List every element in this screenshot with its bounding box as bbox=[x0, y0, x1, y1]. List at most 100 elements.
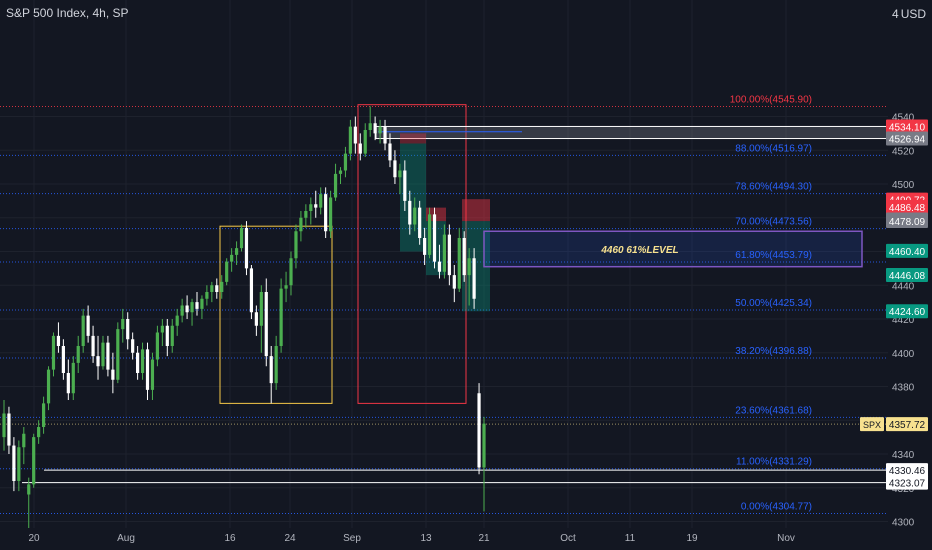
candle-body bbox=[71, 362, 75, 394]
candle-body bbox=[225, 261, 229, 282]
fib-level-label: 11.00%(4331.29) bbox=[736, 457, 812, 468]
candle-body bbox=[51, 335, 56, 370]
candle-body bbox=[61, 346, 65, 373]
candle-body bbox=[76, 346, 80, 363]
time-axis-tick: 24 bbox=[284, 533, 296, 544]
candle-body bbox=[309, 204, 313, 211]
candle-body bbox=[442, 234, 447, 272]
candle-body bbox=[244, 227, 249, 269]
candle-body bbox=[467, 258, 471, 276]
price-label: 4357.72 bbox=[889, 420, 926, 431]
candle-body bbox=[230, 254, 234, 262]
candle-body bbox=[427, 214, 432, 255]
fib-level-label: 88.00%(4516.97) bbox=[735, 143, 812, 154]
fib-level-label: 70.00%(4473.56) bbox=[735, 217, 812, 228]
price-label-bg bbox=[886, 267, 928, 282]
candle-body bbox=[101, 342, 105, 367]
candle-body bbox=[373, 123, 377, 134]
time-axis[interactable] bbox=[0, 528, 888, 550]
candle-body bbox=[170, 325, 174, 346]
candle-body bbox=[121, 319, 125, 330]
candle-body bbox=[195, 302, 199, 309]
candle-body bbox=[437, 261, 442, 272]
candle-body bbox=[472, 258, 476, 299]
candle-body bbox=[7, 413, 11, 446]
resistance-zone[interactable] bbox=[375, 125, 889, 140]
candle-body bbox=[37, 427, 41, 438]
price-label-bg bbox=[886, 243, 928, 258]
candle-body bbox=[368, 123, 372, 130]
time-axis-tick: 21 bbox=[478, 533, 490, 544]
candle-body bbox=[160, 325, 164, 333]
risk-zone bbox=[400, 133, 426, 144]
price-label-bg bbox=[886, 119, 928, 134]
candle-body bbox=[264, 292, 268, 357]
candle-body bbox=[165, 325, 169, 346]
candle-body bbox=[343, 153, 348, 171]
red-box[interactable] bbox=[357, 104, 467, 404]
candle-body bbox=[338, 170, 343, 174]
candle-body bbox=[333, 173, 338, 198]
fib-level-label: 61.80%(4453.79) bbox=[735, 250, 812, 261]
time-axis-tick: Nov bbox=[777, 533, 795, 544]
price-axis-tick: 4380 bbox=[892, 383, 915, 394]
candle-body bbox=[482, 423, 486, 468]
candle-body bbox=[200, 298, 204, 309]
candle-body bbox=[279, 288, 283, 346]
candle-body bbox=[27, 484, 31, 495]
fib-level-label: 50.00%(4425.34) bbox=[735, 298, 812, 309]
candle-body bbox=[81, 315, 85, 346]
price-axis-tick: 4440 bbox=[892, 281, 915, 292]
time-axis-tick: 11 bbox=[625, 533, 636, 544]
candle-body bbox=[358, 143, 362, 154]
candle-body bbox=[378, 126, 382, 134]
price-label: 4460.40 bbox=[889, 247, 926, 258]
risk-zone bbox=[462, 199, 490, 222]
candle-body bbox=[383, 126, 387, 144]
candle-body bbox=[155, 332, 160, 360]
level-annotation-box[interactable] bbox=[483, 230, 863, 268]
price-axis-tick: 4420 bbox=[892, 315, 915, 326]
time-axis-tick: Oct bbox=[560, 533, 576, 544]
price-axis-tick: 4340 bbox=[892, 450, 915, 461]
candle-body bbox=[299, 217, 303, 232]
candle-body bbox=[398, 170, 402, 178]
price-label-bg bbox=[886, 213, 928, 228]
time-axis-tick: Aug bbox=[117, 533, 135, 544]
yellow-box[interactable] bbox=[219, 225, 333, 404]
candle-body bbox=[41, 403, 46, 427]
symbol-tag-bg bbox=[860, 417, 884, 432]
candle-body bbox=[96, 356, 100, 367]
candle-body bbox=[408, 200, 412, 225]
level-annotation-text: 4460 61%LEVEL bbox=[600, 245, 678, 256]
price-label-bg bbox=[886, 199, 928, 214]
candle-body bbox=[91, 335, 95, 357]
price-label: 4330.46 bbox=[889, 466, 926, 477]
time-axis-tick: Sep bbox=[343, 533, 361, 544]
price-label: 4526.94 bbox=[889, 135, 926, 146]
fib-level-label: 100.00%(4545.90) bbox=[730, 95, 812, 106]
fib-level-label: 78.60%(4494.30) bbox=[735, 182, 812, 193]
candle-body bbox=[106, 342, 110, 370]
currency-selector[interactable]: 4 USD bbox=[890, 4, 932, 24]
candle-body bbox=[413, 207, 417, 225]
candle-body bbox=[259, 292, 263, 326]
candle-body bbox=[131, 339, 135, 353]
candle-body bbox=[175, 315, 179, 326]
candle-body bbox=[86, 315, 90, 336]
candle-body bbox=[403, 170, 407, 201]
time-axis-tick: 20 bbox=[28, 533, 40, 544]
candle-body bbox=[294, 231, 298, 259]
candle-body bbox=[2, 413, 6, 438]
candle-body bbox=[269, 356, 273, 384]
candle-body bbox=[116, 329, 120, 380]
candle-body bbox=[150, 359, 155, 390]
time-axis-tick: 19 bbox=[686, 533, 698, 544]
candle-body bbox=[234, 248, 239, 255]
candle-body bbox=[289, 258, 293, 286]
candle-body bbox=[432, 214, 437, 262]
candle-body bbox=[423, 238, 427, 255]
candle-body bbox=[32, 437, 36, 485]
candle-body bbox=[215, 285, 219, 292]
